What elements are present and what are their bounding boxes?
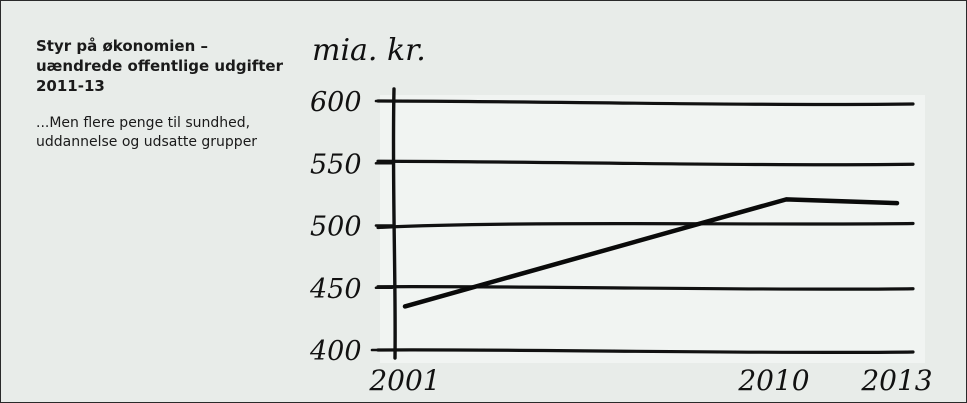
y-tick-label-450: 450: [309, 274, 362, 305]
y-tick-label-550: 550: [310, 149, 362, 180]
chart-title: Styr på økonomien – uændrede offentlige …: [36, 37, 283, 95]
series-lines: [402, 197, 900, 309]
gridline-600: [376, 99, 915, 107]
x-tick-label-2001: 2001: [368, 364, 440, 397]
data-point-2013: [895, 201, 899, 206]
chart-caption: Styr på økonomien – uændrede offentlige …: [36, 36, 286, 152]
chart-subtitle: ...Men flere penge til sundhed, uddannel…: [36, 115, 258, 150]
x-tick-label-2013: 2013: [860, 364, 932, 397]
x-tick-label-2010: 2010: [737, 364, 809, 397]
y-tick-labels: 400 450 500 550 600: [309, 87, 362, 367]
data-point-2001: [403, 304, 407, 309]
data-point-2010.3: [784, 197, 789, 202]
gridline-450: [376, 285, 915, 291]
gridlines: [376, 99, 915, 355]
gridline-500: [376, 221, 915, 230]
y-tick-label-400: 400: [309, 336, 362, 367]
x-tick-labels: 2001 2010 2013: [368, 364, 932, 397]
plot-area: [380, 95, 925, 363]
y-axis: [370, 87, 397, 360]
gridline-400: [376, 348, 915, 355]
y-axis-label: mia. kr.: [312, 33, 426, 68]
y-tick-label-500: 500: [310, 212, 362, 243]
y-axis-line: [391, 87, 397, 360]
y-tick-label-600: 600: [310, 87, 362, 118]
gridline-550: [376, 159, 915, 167]
